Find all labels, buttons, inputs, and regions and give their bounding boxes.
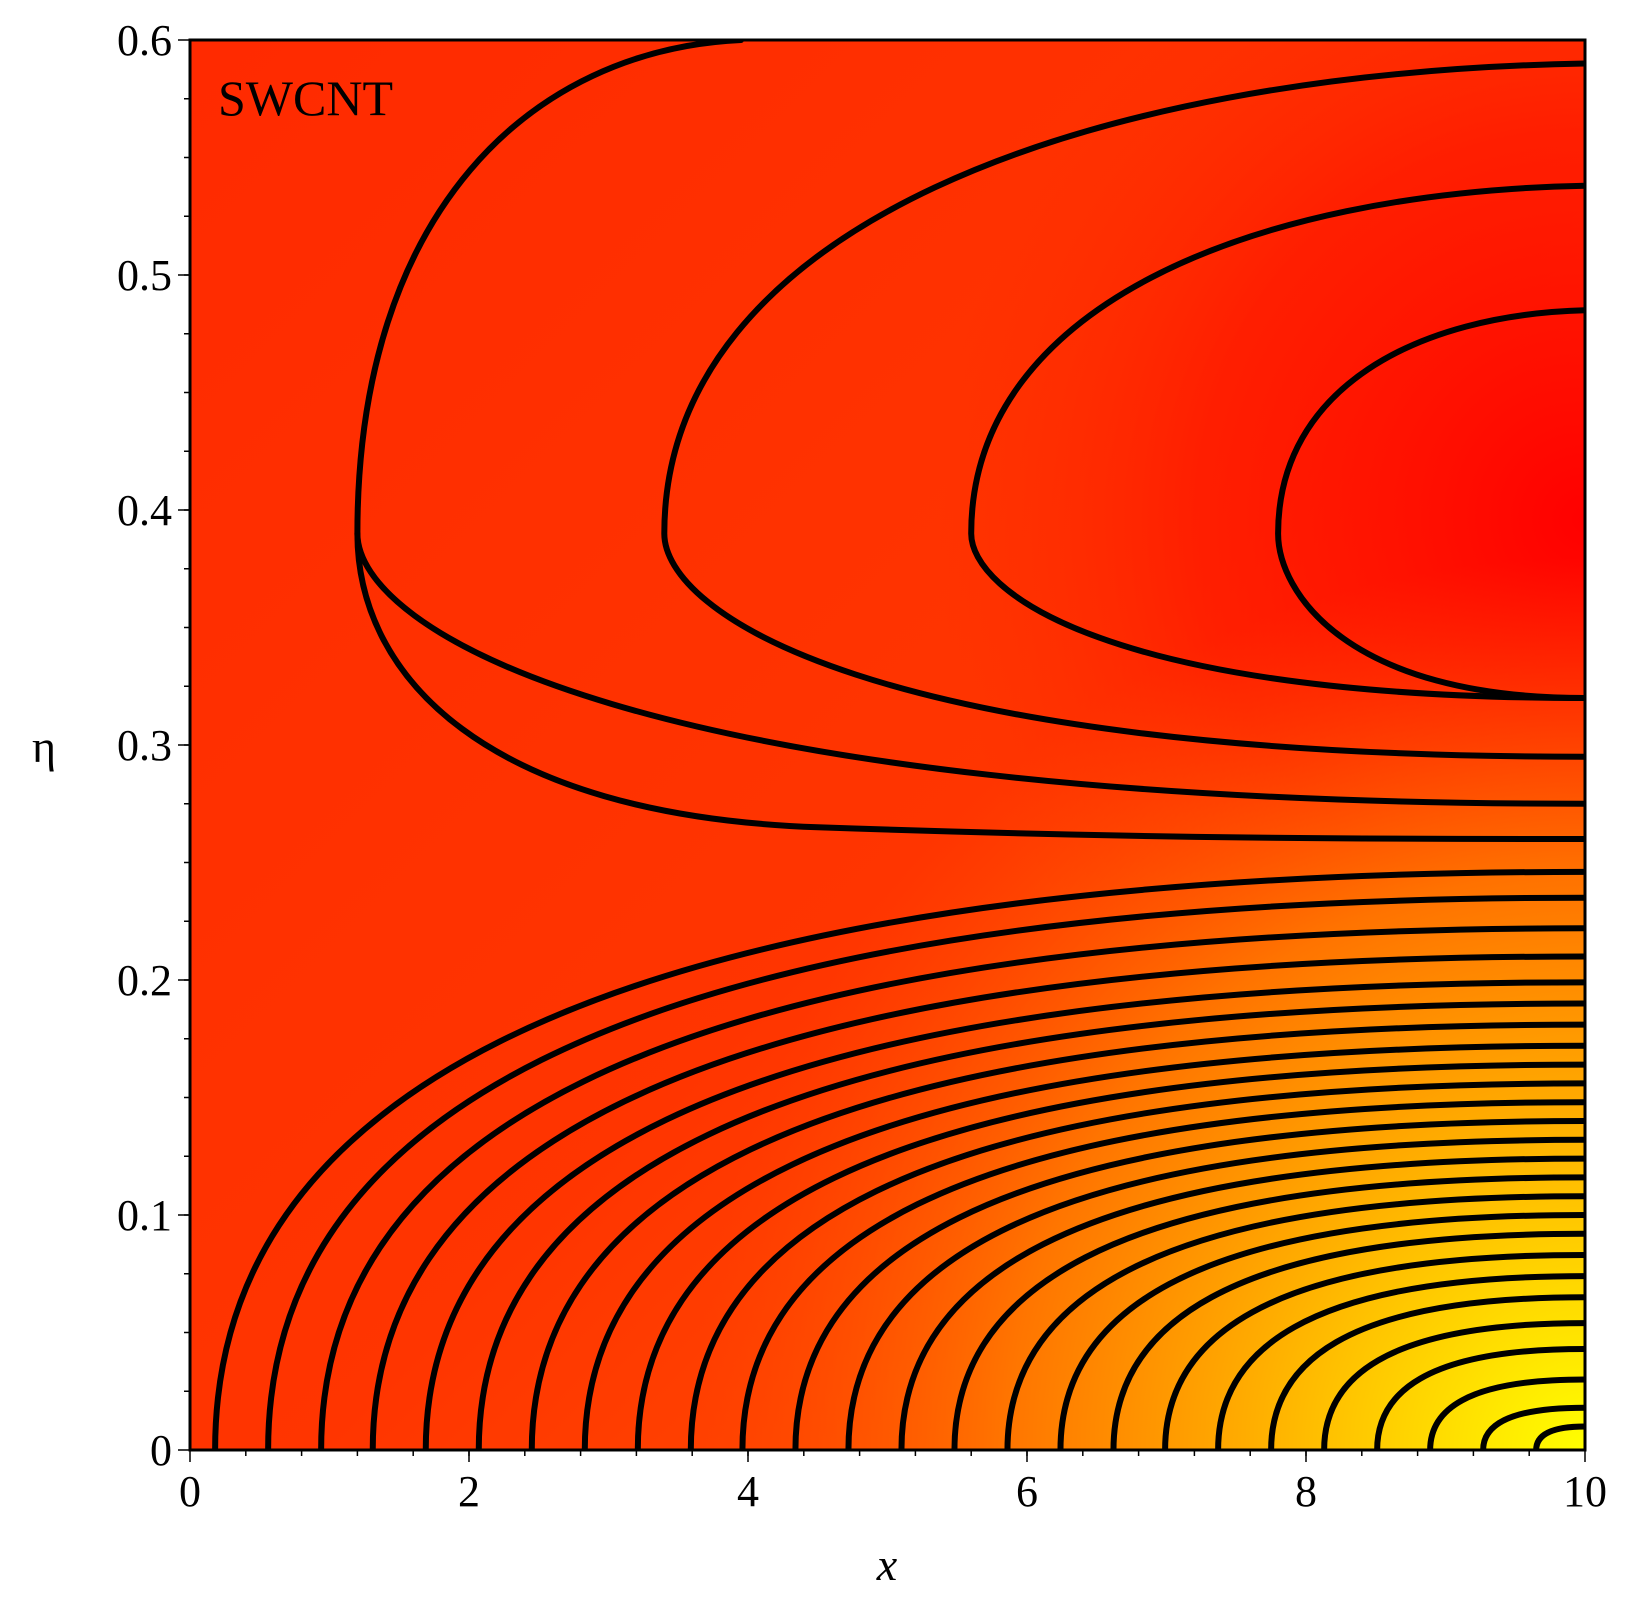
x-tick-label-0: 0 — [179, 1467, 201, 1516]
contour-line-7 — [528, 1021, 1585, 1450]
contour-line-3 — [318, 925, 1585, 1450]
contour-line-13 — [845, 1136, 1585, 1450]
x-tick-label-1: 2 — [458, 1467, 480, 1516]
y-tick-label-0: 0 — [150, 1426, 172, 1475]
contour-line-8 — [581, 1042, 1585, 1450]
contour-line-24 — [1427, 1376, 1585, 1450]
contour-line-22 — [1321, 1320, 1585, 1450]
contour-line-11 — [739, 1099, 1585, 1450]
y-axis-title: η — [32, 721, 56, 772]
contour-line-16 — [1004, 1193, 1585, 1450]
contour-line-21 — [1268, 1294, 1585, 1450]
contour-line-5 — [422, 979, 1585, 1450]
y-tick-label-3: 0.3 — [117, 721, 172, 770]
hump-contour-4 — [1275, 307, 1585, 701]
contour-line-15 — [951, 1174, 1585, 1450]
contour-line-1 — [212, 868, 1585, 1450]
contour-line-17 — [1057, 1212, 1585, 1450]
y-tick-label-1: 0.1 — [117, 1191, 172, 1240]
y-tick-label-2: 0.2 — [117, 956, 172, 1005]
contour-line-6 — [475, 1000, 1585, 1450]
x-tick-label-4: 8 — [1295, 1467, 1317, 1516]
contour-line-18 — [1110, 1230, 1585, 1450]
x-tick-label-2: 4 — [737, 1467, 759, 1516]
contour-line-14 — [898, 1155, 1585, 1450]
y-tick-label-4: 0.4 — [117, 486, 172, 535]
contour-lines — [212, 40, 1585, 1450]
contour-line-4 — [369, 953, 1585, 1450]
hump-contour-3 — [968, 182, 1585, 701]
axis-tick-labels: 0 2 4 6 8 10 0 0.1 0.2 0.3 0.4 0.5 0.6 — [117, 16, 1607, 1516]
hump-contour-2 — [661, 60, 1585, 760]
contour-line-20 — [1215, 1273, 1585, 1450]
contour-line-10 — [687, 1080, 1585, 1450]
contour-line-23 — [1374, 1345, 1585, 1450]
y-tick-label-6: 0.6 — [117, 16, 172, 65]
plot-hot-region — [190, 40, 1585, 1450]
contour-line-12 — [792, 1118, 1585, 1450]
y-tick-label-5: 0.5 — [117, 251, 172, 300]
x-tick-label-3: 6 — [1016, 1467, 1038, 1516]
axis-ticks — [178, 39, 1586, 1462]
contour-line-9 — [634, 1061, 1585, 1450]
plot-area — [190, 40, 1585, 1450]
contour-line-25 — [1480, 1404, 1585, 1450]
boundary-contour — [354, 530, 1585, 842]
x-tick-label-5: 10 — [1563, 1467, 1607, 1516]
contour-line-26 — [1533, 1423, 1585, 1450]
contour-line-2 — [265, 894, 1585, 1450]
hump-contour-1 — [354, 40, 1585, 807]
x-axis-title: x — [876, 1539, 898, 1590]
annotation-label: SWCNT — [218, 70, 393, 126]
contour-line-19 — [1162, 1251, 1585, 1450]
